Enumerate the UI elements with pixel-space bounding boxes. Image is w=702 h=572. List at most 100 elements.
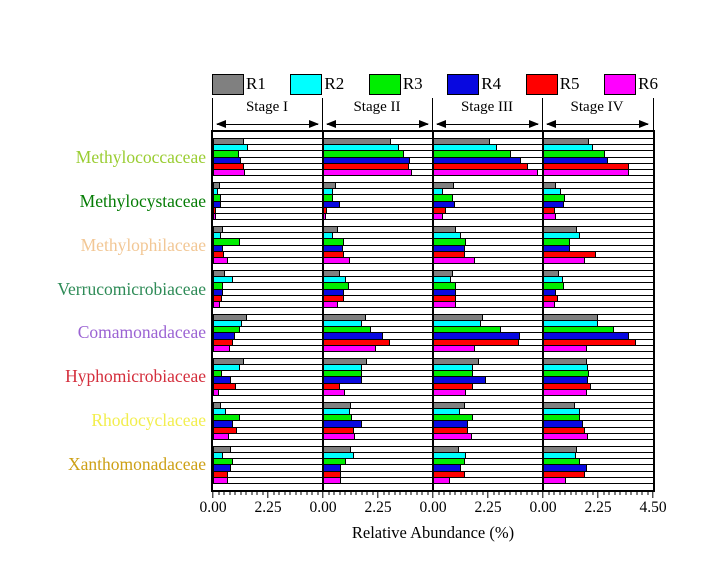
minor-tick xyxy=(289,490,291,495)
minor-tick xyxy=(372,490,373,495)
minor-tick xyxy=(476,490,478,495)
x-tick-label: 4.50 xyxy=(639,499,667,516)
bar-hyphomicrobiaceae-r6-panel1 xyxy=(213,389,220,397)
minor-tick xyxy=(520,490,522,495)
minor-tick xyxy=(493,490,494,495)
family-label-hyphomicrobiaceae: Hyphomicrobiaceae xyxy=(65,366,206,387)
legend: R1 R2 R3 R4 R5 R6 xyxy=(212,73,658,95)
major-tick xyxy=(322,490,324,498)
minor-tick xyxy=(416,490,417,495)
legend-item-r1: R1 xyxy=(212,73,266,95)
bar-xanthomonadaceae-r6-panel1 xyxy=(213,476,229,485)
minor-tick xyxy=(284,490,285,495)
x-tick-label: 2.25 xyxy=(474,499,502,516)
minor-tick xyxy=(504,490,505,495)
bar-xanthomonadaceae-r6-panel2 xyxy=(323,476,342,485)
minor-tick xyxy=(366,490,368,495)
bar-methylophilaceae-r6-panel1 xyxy=(213,257,229,265)
minor-tick xyxy=(339,490,340,495)
minor-tick xyxy=(548,490,549,495)
minor-tick xyxy=(295,490,296,495)
minor-tick xyxy=(410,490,412,495)
major-tick xyxy=(597,490,599,498)
x-tick-label: 0.00 xyxy=(419,499,447,516)
legend-label-r2: R2 xyxy=(324,74,345,93)
minor-tick xyxy=(454,490,456,495)
major-tick xyxy=(487,490,489,498)
bar-comamonadaceae-r6-panel1 xyxy=(213,345,231,353)
minor-tick xyxy=(256,490,258,495)
minor-tick xyxy=(614,490,615,495)
legend-swatch-r1 xyxy=(212,73,244,95)
major-tick xyxy=(542,490,544,498)
minor-tick xyxy=(449,490,450,495)
legend-label-r5: R5 xyxy=(559,74,580,93)
family-label-rhodocyclaceae: Rhodocyclaceae xyxy=(91,410,206,431)
minor-tick xyxy=(262,490,263,495)
legend-swatch-r4 xyxy=(447,73,480,95)
legend-item-r6: R6 xyxy=(604,73,658,95)
bar-methylococcaceae-r6-panel4 xyxy=(543,169,629,177)
minor-tick xyxy=(229,490,230,495)
minor-tick xyxy=(355,490,357,495)
minor-tick xyxy=(460,490,461,495)
bar-hyphomicrobiaceae-r6-panel3 xyxy=(433,389,466,397)
minor-tick xyxy=(515,490,516,495)
minor-tick xyxy=(608,490,610,495)
bar-verrucomicrobiaceae-r6-panel1 xyxy=(213,301,221,309)
stage-cell-2: Stage II xyxy=(321,98,432,132)
legend-label-r3: R3 xyxy=(402,74,423,93)
legend-item-r4: R4 xyxy=(447,73,501,95)
minor-tick xyxy=(630,490,632,495)
stage-label-1: Stage I xyxy=(245,99,289,115)
minor-tick xyxy=(317,490,318,495)
minor-tick xyxy=(581,490,582,495)
minor-tick xyxy=(344,490,346,495)
minor-tick xyxy=(361,490,362,495)
minor-tick xyxy=(333,490,335,495)
minor-tick xyxy=(218,490,219,495)
major-tick xyxy=(432,490,434,498)
stage-range-arrow xyxy=(325,120,429,129)
minor-tick xyxy=(251,490,252,495)
bar-comamonadaceae-r6-panel2 xyxy=(323,345,376,353)
panel-divider xyxy=(322,132,324,490)
legend-swatch-r6 xyxy=(604,73,637,95)
minor-tick xyxy=(559,490,560,495)
family-label-methylococcaceae: Methylococcaceae xyxy=(75,146,206,167)
minor-tick xyxy=(306,490,307,495)
minor-tick xyxy=(350,490,351,495)
minor-tick xyxy=(531,490,533,495)
major-tick xyxy=(377,490,379,498)
family-label-comamonadaceae: Comamonadaceae xyxy=(77,322,206,343)
minor-tick xyxy=(388,490,390,495)
minor-tick xyxy=(405,490,406,495)
minor-tick xyxy=(394,490,395,495)
bar-rhodocyclaceae-r6-panel2 xyxy=(323,432,355,441)
bar-xanthomonadaceae-r6-panel3 xyxy=(433,476,451,485)
minor-tick xyxy=(223,490,225,495)
minor-tick xyxy=(383,490,384,495)
minor-tick xyxy=(399,490,401,495)
bar-methylococcaceae-r6-panel3 xyxy=(433,169,539,177)
minor-tick xyxy=(603,490,604,495)
bar-methylophilaceae-r3-panel1 xyxy=(213,238,240,246)
family-label-methylophilaceae: Methylophilaceae xyxy=(80,234,206,255)
family-label-verrucomicrobiaceae: Verrucomicrobiaceae xyxy=(57,278,206,299)
legend-label-r6: R6 xyxy=(638,74,658,93)
x-tick-label: 2.25 xyxy=(364,499,392,516)
bar-verrucomicrobiaceae-r6-panel3 xyxy=(433,301,457,309)
bar-methylocystaceae-r4-panel1 xyxy=(213,200,222,208)
stage-label-2: Stage II xyxy=(353,99,401,115)
minor-tick xyxy=(641,490,643,495)
bar-rhodocyclaceae-r6-panel4 xyxy=(543,432,589,441)
bar-methylophilaceae-r6-panel3 xyxy=(433,257,475,265)
bar-methylococcaceae-r6-panel1 xyxy=(213,169,245,177)
major-tick xyxy=(267,490,269,498)
panel-divider xyxy=(542,132,544,490)
minor-tick xyxy=(625,490,626,495)
minor-tick xyxy=(240,490,241,495)
x-tick-label: 0.00 xyxy=(199,499,227,516)
minor-tick xyxy=(311,490,313,495)
